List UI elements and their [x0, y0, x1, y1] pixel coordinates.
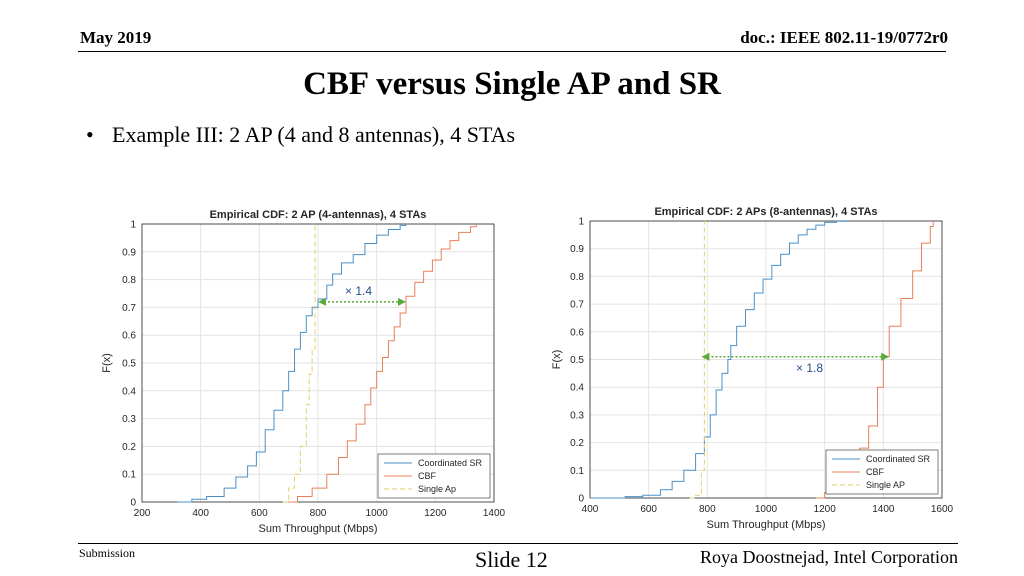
y-tick-label: 0.4: [570, 383, 584, 394]
x-tick-label: 1000: [755, 504, 778, 515]
y-tick-label: 0.9: [122, 247, 136, 258]
y-tick-label: 0.1: [122, 470, 136, 481]
legend-entry-single-ap: Single Ap: [418, 484, 456, 494]
x-axis-label: Sum Throughput (Mbps): [258, 523, 377, 535]
y-axis-label: F(x): [551, 350, 563, 370]
x-tick-label: 1400: [872, 504, 895, 515]
y-tick-label: 0.6: [122, 331, 136, 342]
x-tick-label: 1200: [814, 504, 837, 515]
x-tick-label: 600: [640, 504, 657, 515]
y-tick-label: 0.9: [570, 244, 584, 255]
y-tick-label: 0.2: [570, 438, 584, 449]
y-tick-label: 0.1: [570, 466, 584, 477]
annotation-label: × 1.8: [796, 361, 823, 375]
x-tick-label: 800: [310, 508, 327, 519]
x-tick-label: 400: [192, 508, 209, 519]
series-line-coordinated-sr: [177, 224, 407, 503]
legend-entry-single-ap: Single AP: [866, 480, 905, 490]
x-tick-label: 600: [251, 508, 268, 519]
footer-divider: [78, 543, 958, 544]
y-tick-label: 0.2: [122, 442, 136, 453]
y-tick-label: 1: [130, 220, 136, 231]
axes-box: [141, 223, 495, 503]
annotation-label: × 1.4: [345, 284, 372, 298]
legend-entry-cbf: CBF: [418, 471, 437, 481]
series-line-coordinated-sr: [590, 220, 849, 499]
footer-slide-number: Slide 12: [475, 547, 548, 572]
bullet-item: • Example III: 2 AP (4 and 8 antennas), 4…: [86, 122, 515, 148]
footer-author: Roya Doostnejad, Intel Corporation: [700, 547, 958, 567]
x-axis-label: Sum Throughput (Mbps): [706, 519, 825, 531]
chart-title: Empirical CDF: 2 AP (4-antennas), 4 STAs: [210, 209, 427, 221]
x-tick-label: 200: [134, 508, 151, 519]
x-tick-label: 1200: [424, 508, 447, 519]
series-line-cbf: [285, 224, 477, 503]
series-line-single-ap: [689, 221, 705, 499]
y-tick-label: 0.4: [122, 386, 136, 397]
annotation-arrowhead-right: [398, 297, 406, 306]
x-tick-label: 800: [699, 504, 716, 515]
y-tick-label: 0.7: [570, 300, 584, 311]
y-tick-label: 0.8: [122, 275, 136, 286]
y-tick-label: 1: [578, 217, 584, 228]
legend-entry-coordinated-sr: Coordinated SR: [866, 454, 931, 464]
header-divider: [78, 51, 946, 52]
bullet-text: Example III: 2 AP (4 and 8 antennas), 4 …: [112, 122, 516, 147]
y-tick-label: 0: [578, 494, 584, 505]
annotation-arrowhead-left: [701, 352, 710, 361]
footer-submission: Submission: [79, 546, 136, 560]
y-tick-label: 0.3: [122, 414, 136, 425]
y-tick-label: 0.8: [570, 272, 584, 283]
legend-entry-coordinated-sr: Coordinated SR: [418, 458, 483, 468]
y-tick-label: 0.5: [122, 359, 136, 370]
y-tick-label: 0.6: [570, 327, 584, 338]
y-tick-label: 0.3: [570, 410, 584, 421]
axes-box: [589, 220, 943, 499]
x-tick-label: 1400: [483, 508, 506, 519]
chart-8-antennas: 400 600 800 1000 1200 1400 1600 0 0.1 0.2 0.3 0.4 0.…: [551, 206, 954, 531]
x-tick-label: 1000: [366, 508, 389, 519]
bullet-dot-icon: •: [86, 122, 94, 147]
y-tick-label: 0.7: [122, 303, 136, 314]
chart-title: Empirical CDF: 2 APs (8-antennas), 4 STA…: [654, 206, 877, 218]
header-date: May 2019: [80, 28, 152, 47]
annotation-arrowhead-right: [881, 352, 890, 361]
legend-entry-cbf: CBF: [866, 467, 885, 477]
chart-4-antennas: 200 400 600 800 1000 1200 1400 0 0.1 0.2 0.3 0.4 0.5…: [101, 209, 506, 535]
slide-title: CBF versus Single AP and SR: [303, 66, 721, 102]
header-doc-id: doc.: IEEE 802.11-19/0772r0: [740, 28, 948, 47]
y-tick-label: 0: [130, 498, 136, 509]
annotation-arrowhead-left: [318, 297, 326, 306]
y-axis-label: F(x): [101, 353, 113, 373]
x-tick-label: 400: [582, 504, 599, 515]
y-tick-label: 0.5: [570, 355, 584, 366]
x-tick-label: 1600: [931, 504, 954, 515]
